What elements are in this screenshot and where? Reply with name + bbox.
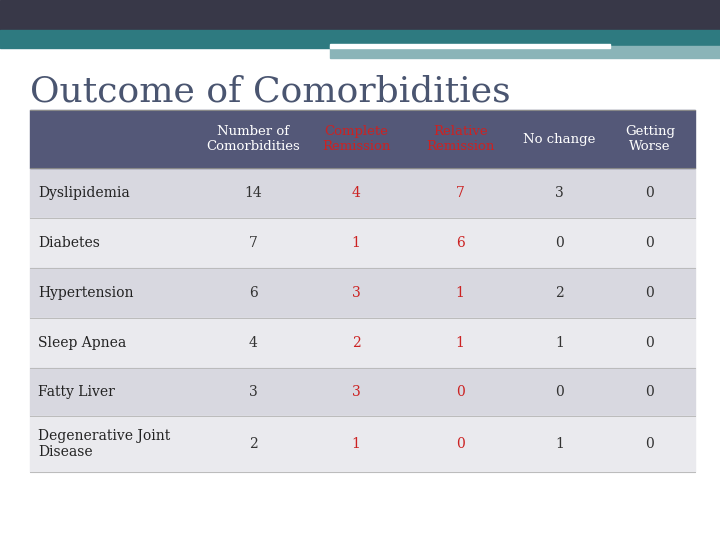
Text: 1: 1 (555, 437, 564, 451)
Text: 14: 14 (245, 186, 262, 200)
Text: 0: 0 (456, 437, 464, 451)
Text: 0: 0 (646, 385, 654, 399)
Text: 7: 7 (249, 236, 258, 250)
Text: 2: 2 (555, 286, 564, 300)
Bar (0, 30, 720, 48)
Text: 1: 1 (555, 336, 564, 350)
Text: 0: 0 (646, 186, 654, 200)
Bar (30, 168, 695, 218)
Text: 1: 1 (351, 437, 361, 451)
Text: 0: 0 (646, 437, 654, 451)
Text: 0: 0 (555, 385, 564, 399)
Text: 0: 0 (456, 385, 464, 399)
Text: 0: 0 (555, 236, 564, 250)
Text: Relative
Remission: Relative Remission (426, 125, 495, 153)
Text: Number of
Comorbidities: Number of Comorbidities (207, 125, 300, 153)
Text: 6: 6 (249, 286, 258, 300)
Bar (30, 416, 695, 472)
Text: 3: 3 (249, 385, 258, 399)
Text: 1: 1 (456, 336, 464, 350)
Text: 3: 3 (351, 385, 361, 399)
Text: Outcome of Comorbidities: Outcome of Comorbidities (30, 75, 510, 109)
Text: 4: 4 (249, 336, 258, 350)
Text: Dyslipidemia: Dyslipidemia (38, 186, 130, 200)
Text: Hypertension: Hypertension (38, 286, 133, 300)
Text: 0: 0 (646, 336, 654, 350)
Text: 2: 2 (351, 336, 361, 350)
Text: Degenerative Joint
Disease: Degenerative Joint Disease (38, 429, 170, 459)
Text: 6: 6 (456, 236, 464, 250)
Bar (30, 268, 695, 318)
Text: Getting
Worse: Getting Worse (625, 125, 675, 153)
Bar (330, 44, 610, 48)
Text: 2: 2 (249, 437, 258, 451)
Bar (30, 110, 695, 168)
Text: 1: 1 (456, 286, 464, 300)
Text: Fatty Liver: Fatty Liver (38, 385, 115, 399)
Text: 3: 3 (351, 286, 361, 300)
Text: 3: 3 (555, 186, 564, 200)
Bar (30, 318, 695, 368)
Bar (30, 368, 695, 416)
Text: 4: 4 (351, 186, 361, 200)
Text: 0: 0 (646, 286, 654, 300)
Bar (0, 0, 720, 30)
Text: 0: 0 (646, 236, 654, 250)
Bar (330, 46, 720, 58)
Text: Diabetes: Diabetes (38, 236, 100, 250)
Text: 1: 1 (351, 236, 361, 250)
Text: 7: 7 (456, 186, 464, 200)
Bar (30, 218, 695, 268)
Text: Complete
Remission: Complete Remission (322, 125, 390, 153)
Text: Sleep Apnea: Sleep Apnea (38, 336, 126, 350)
Text: No change: No change (523, 132, 595, 145)
